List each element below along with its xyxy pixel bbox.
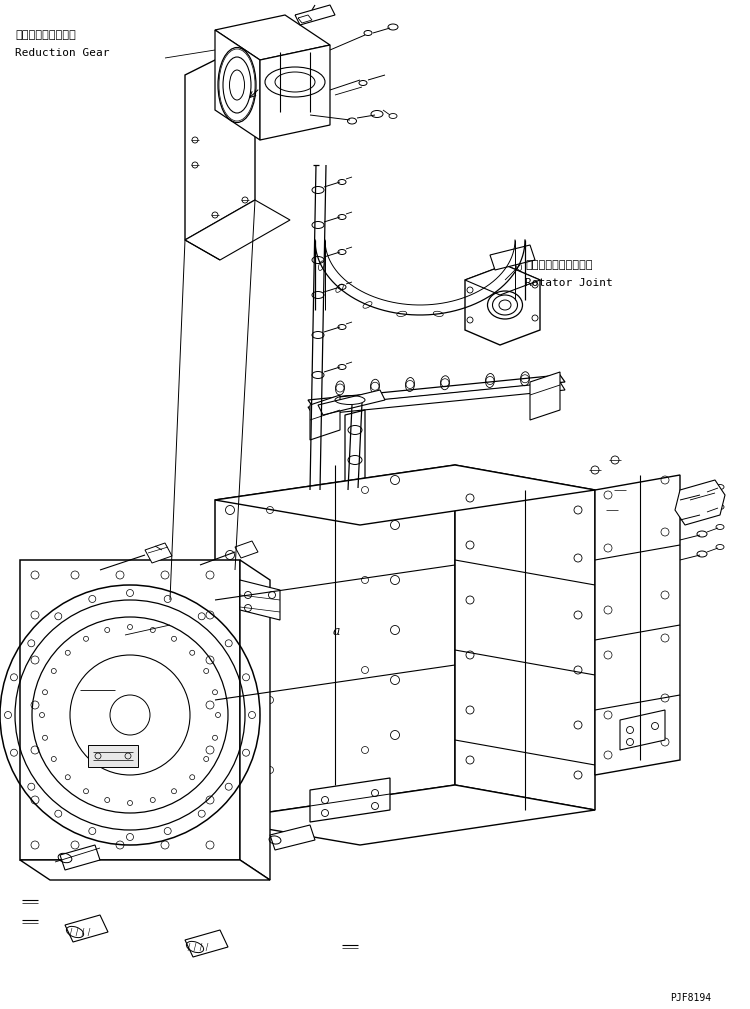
Text: a: a [333,625,340,638]
Polygon shape [318,390,385,415]
Polygon shape [308,382,565,415]
Polygon shape [330,478,395,502]
Polygon shape [620,710,665,750]
Polygon shape [185,40,255,240]
Polygon shape [675,480,725,525]
Polygon shape [215,15,330,60]
Polygon shape [215,30,260,140]
Polygon shape [20,560,240,860]
Bar [88,745,138,767]
Polygon shape [595,475,680,775]
Polygon shape [465,265,540,345]
Polygon shape [20,860,270,880]
Polygon shape [310,395,340,440]
Polygon shape [215,465,455,820]
Polygon shape [345,410,365,504]
Text: ロータータジョイント: ロータータジョイント [525,260,592,270]
Polygon shape [240,580,280,620]
Polygon shape [490,245,535,270]
Polygon shape [145,543,172,563]
Polygon shape [270,825,315,850]
Text: Rotator Joint: Rotator Joint [525,278,613,288]
Text: PJF8194: PJF8194 [670,993,711,1003]
Polygon shape [235,541,258,558]
Polygon shape [240,560,270,880]
Polygon shape [455,465,595,810]
Polygon shape [308,375,565,407]
Polygon shape [530,372,560,420]
Text: リダクションギヤー: リダクションギヤー [15,30,76,40]
Polygon shape [185,200,290,260]
Polygon shape [465,265,540,295]
Polygon shape [215,465,595,525]
Polygon shape [260,45,330,140]
Polygon shape [215,785,595,845]
Text: Reduction Gear: Reduction Gear [15,48,110,58]
Polygon shape [60,845,100,870]
Polygon shape [310,778,390,822]
